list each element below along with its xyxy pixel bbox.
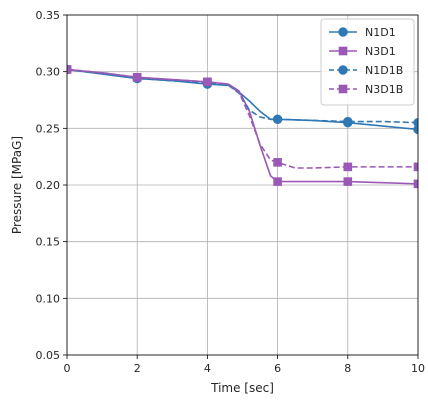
legend-box xyxy=(320,18,415,106)
y-tick-label: 0.15 xyxy=(36,236,61,249)
data-point-n3d1b xyxy=(413,162,418,172)
legend-label-n3d1: N3D1 xyxy=(365,45,396,58)
y-tick-label: 0.35 xyxy=(36,9,61,22)
data-point-n3d1 xyxy=(273,177,282,186)
data-point-n3d1b xyxy=(132,73,142,82)
y-tick-label: 0.25 xyxy=(36,122,61,135)
y-tick-label: 0.20 xyxy=(36,179,61,192)
data-point-n3d1b xyxy=(273,158,282,167)
legend-label-n1d1b: N1D1B xyxy=(365,64,403,77)
legend-marker-n3d1b xyxy=(338,84,348,94)
series-line-n3d1b xyxy=(67,68,418,169)
x-tick-label: 2 xyxy=(134,362,141,375)
legend: N1D1 N3D1 N1D1B N3D1B xyxy=(320,18,415,106)
legend-label-n1d1: N1D1 xyxy=(365,26,396,39)
data-point-n3d1 xyxy=(413,179,418,189)
legend-label-n3d1b: N3D1B xyxy=(365,83,403,96)
x-tick-label: 0 xyxy=(64,362,71,375)
y-tick-label: 0.05 xyxy=(36,349,61,362)
ticks-layer: 0 2 4 6 8 10 0.05 0.10 0.15 0.20 0.25 0.30 0.35 xyxy=(36,9,426,375)
x-tick-label: 10 xyxy=(411,362,425,375)
data-point-n3d1b xyxy=(343,162,353,172)
legend-marker-n1d1 xyxy=(338,27,348,37)
legend-marker-n3d1 xyxy=(338,46,348,56)
data-point-n3d1b xyxy=(203,77,212,87)
legend-marker-n1d1b xyxy=(338,65,348,75)
x-tick-label: 8 xyxy=(344,362,351,375)
x-tick-label: 6 xyxy=(274,362,281,375)
series-line-n1d1b xyxy=(67,68,418,124)
y-axis-label: Pressure [MPaG] xyxy=(10,136,24,234)
series-n3d1b xyxy=(67,65,418,172)
x-tick-label: 4 xyxy=(204,362,211,375)
data-point-n3d1 xyxy=(343,177,353,186)
series-layer xyxy=(67,64,418,189)
data-point-n1d1b xyxy=(343,116,353,127)
data-point-n1d1b xyxy=(272,114,283,124)
y-tick-label: 0.10 xyxy=(36,292,61,305)
x-axis-label: Time [sec] xyxy=(210,381,274,395)
y-tick-label: 0.30 xyxy=(36,66,61,79)
